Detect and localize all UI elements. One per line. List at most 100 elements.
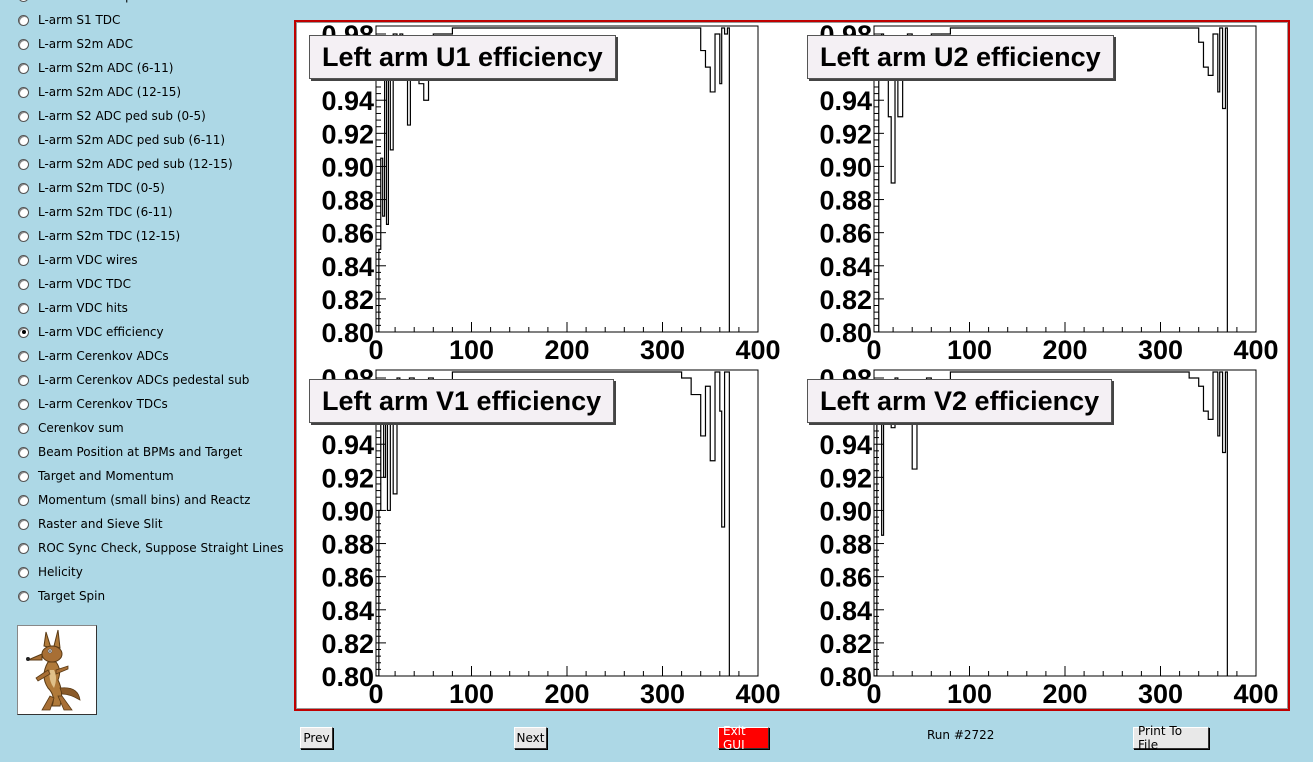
sidebar-radio-item[interactable]: L-arm S1 TDC — [18, 10, 120, 30]
x-tick-label: 400 — [1233, 335, 1278, 365]
efficiency-plots: 0.800.820.840.860.880.900.920.940.960.98… — [321, 22, 1278, 709]
sidebar-radio-item[interactable]: L-arm S2m TDC (6-11) — [18, 202, 173, 222]
sidebar-radio-item[interactable]: L-arm VDC efficiency — [18, 322, 164, 342]
sidebar-radio-item[interactable]: Raster and Sieve Slit — [18, 514, 163, 534]
x-tick-label: 0 — [866, 335, 881, 365]
sidebar-radio-item[interactable]: Momentum (small bins) and Reactz — [18, 490, 250, 510]
y-tick-label: 0.80 — [321, 318, 374, 348]
sidebar-radio-item[interactable]: L-arm S2 ADC ped sub (0-5) — [18, 106, 206, 126]
sidebar-radio-item[interactable]: L-arm Cerenkov ADCs pedestal sub — [18, 370, 249, 390]
radio-button-icon[interactable] — [18, 326, 29, 338]
sidebar-radio-item[interactable]: Target Spin — [18, 586, 105, 606]
radio-item-label: Momentum (small bins) and Reactz — [38, 493, 251, 507]
sidebar-radio-item[interactable]: Cerenkov sum — [18, 418, 124, 438]
sidebar-radio-item[interactable]: Beam Position at BPMs and Target — [18, 442, 242, 462]
y-tick-label: 0.92 — [819, 119, 872, 149]
y-tick-label: 0.92 — [321, 463, 374, 493]
radio-button-icon[interactable] — [18, 86, 29, 98]
radio-button-icon[interactable] — [18, 350, 29, 362]
sidebar-radio-item[interactable]: L-arm S2m ADC (6-11) — [18, 58, 173, 78]
y-tick-label: 0.90 — [321, 496, 374, 526]
radio-button-icon[interactable] — [18, 542, 29, 554]
sidebar-radio-item[interactable]: L-arm S2m TDC (0-5) — [18, 178, 165, 198]
radio-button-icon[interactable] — [18, 206, 29, 218]
radio-item-label: L-arm S2m TDC (0-5) — [38, 181, 165, 195]
sidebar-radio-item[interactable]: L-arm S2m ADC ped sub (12-15) — [18, 154, 233, 174]
radio-button-icon[interactable] — [18, 254, 29, 266]
radio-button-icon[interactable] — [18, 134, 29, 146]
sidebar-radio-item[interactable]: L-arm S2m ADC — [18, 34, 133, 54]
radio-item-label: L-arm S2m ADC (12-15) — [38, 85, 182, 99]
radio-button-icon[interactable] — [18, 566, 29, 578]
y-tick-label: 0.92 — [321, 119, 374, 149]
radio-item-label: L-arm S2m ADC ped sub (12-15) — [38, 157, 233, 171]
radio-item-label: L-arm VDC wires — [38, 253, 138, 267]
radio-button-icon[interactable] — [18, 302, 29, 314]
radio-button-icon[interactable] — [18, 590, 29, 602]
sidebar-radio-item[interactable]: L-arm Cerenkov ADCs — [18, 346, 169, 366]
y-tick-label: 0.80 — [819, 662, 872, 692]
sidebar-radio-item[interactable]: Helicity — [18, 562, 83, 582]
histogram-canvas[interactable]: 0.800.820.840.860.880.900.920.940.960.98… — [294, 20, 1290, 711]
radio-button-icon[interactable] — [18, 494, 29, 506]
plot-title: Left arm U2 efficiency — [807, 35, 1114, 79]
sidebar-radio-item[interactable]: L-arm VDC TDC — [18, 274, 131, 294]
exit-gui-button[interactable]: Exit GUI — [718, 724, 769, 752]
radio-button-icon[interactable] — [18, 470, 29, 482]
plot-title: Left arm V1 efficiency — [309, 379, 615, 423]
radio-button-icon[interactable] — [18, 0, 29, 2]
y-tick-label: 0.94 — [321, 86, 374, 116]
radio-item-label: L-arm S2 ADC ped sub (0-5) — [38, 109, 206, 123]
radio-button-icon[interactable] — [18, 230, 29, 242]
sidebar-radio-item[interactable]: L-arm VDC hits — [18, 298, 128, 318]
sidebar-radio-item[interactable]: L-arm S2m TDC (12-15) — [18, 226, 180, 246]
radio-button-icon[interactable] — [18, 398, 29, 410]
sidebar-radio-item[interactable]: L-arm S1 ADC ped sub — [18, 0, 173, 6]
sidebar-radio-item[interactable]: L-arm S2m ADC (12-15) — [18, 82, 181, 102]
radio-button-icon[interactable] — [18, 446, 29, 458]
efficiency-series — [376, 27, 730, 332]
y-tick-label: 0.90 — [819, 152, 872, 182]
radio-item-label: Target Spin — [38, 589, 106, 603]
radio-item-label: L-arm Cerenkov TDCs — [38, 397, 168, 411]
radio-item-label: L-arm VDC efficiency — [38, 325, 164, 339]
y-tick-label: 0.82 — [321, 629, 374, 659]
radio-item-label: L-arm S2m ADC ped sub (6-11) — [38, 133, 226, 147]
y-tick-label: 0.92 — [819, 463, 872, 493]
x-tick-label: 0 — [368, 679, 383, 709]
x-tick-label: 200 — [1042, 335, 1087, 365]
y-tick-label: 0.84 — [819, 596, 872, 626]
radio-button-icon[interactable] — [18, 374, 29, 386]
radio-item-label: L-arm S2m ADC (6-11) — [38, 61, 174, 75]
radio-item-label: Cerenkov sum — [38, 421, 124, 435]
radio-button-icon[interactable] — [18, 62, 29, 74]
radio-button-icon[interactable] — [18, 278, 29, 290]
sidebar-radio-item[interactable]: L-arm S2m ADC ped sub (6-11) — [18, 130, 225, 150]
radio-button-icon[interactable] — [18, 110, 29, 122]
next-button[interactable]: Next — [514, 727, 547, 749]
print-to-file-button[interactable]: Print To File — [1133, 724, 1209, 752]
sidebar-radio-item[interactable]: ROC Sync Check, Suppose Straight Lines — [18, 538, 283, 558]
radio-button-icon[interactable] — [18, 158, 29, 170]
y-tick-label: 0.86 — [321, 219, 374, 249]
radio-button-icon[interactable] — [18, 518, 29, 530]
prev-button[interactable]: Prev — [300, 727, 333, 749]
y-tick-label: 0.86 — [819, 219, 872, 249]
radio-item-label: L-arm S2m ADC — [38, 37, 133, 51]
radio-button-icon[interactable] — [18, 182, 29, 194]
sidebar-radio-item[interactable]: Target and Momentum — [18, 466, 174, 486]
radio-item-label: L-arm Cerenkov ADCs — [38, 349, 169, 363]
radio-button-icon[interactable] — [18, 38, 29, 50]
y-tick-label: 0.86 — [321, 563, 374, 593]
radio-item-label: L-arm S1 TDC — [38, 13, 121, 27]
radio-button-icon[interactable] — [18, 422, 29, 434]
y-tick-label: 0.80 — [321, 662, 374, 692]
sidebar-radio-item[interactable]: L-arm VDC wires — [18, 250, 137, 270]
sidebar-radio-item[interactable]: L-arm Cerenkov TDCs — [18, 394, 168, 414]
x-tick-label: 0 — [866, 679, 881, 709]
x-tick-label: 300 — [1138, 679, 1183, 709]
radio-button-icon[interactable] — [18, 14, 29, 26]
radio-item-label: L-arm Cerenkov ADCs pedestal sub — [38, 373, 250, 387]
x-tick-label: 200 — [544, 679, 589, 709]
y-tick-label: 0.82 — [819, 629, 872, 659]
